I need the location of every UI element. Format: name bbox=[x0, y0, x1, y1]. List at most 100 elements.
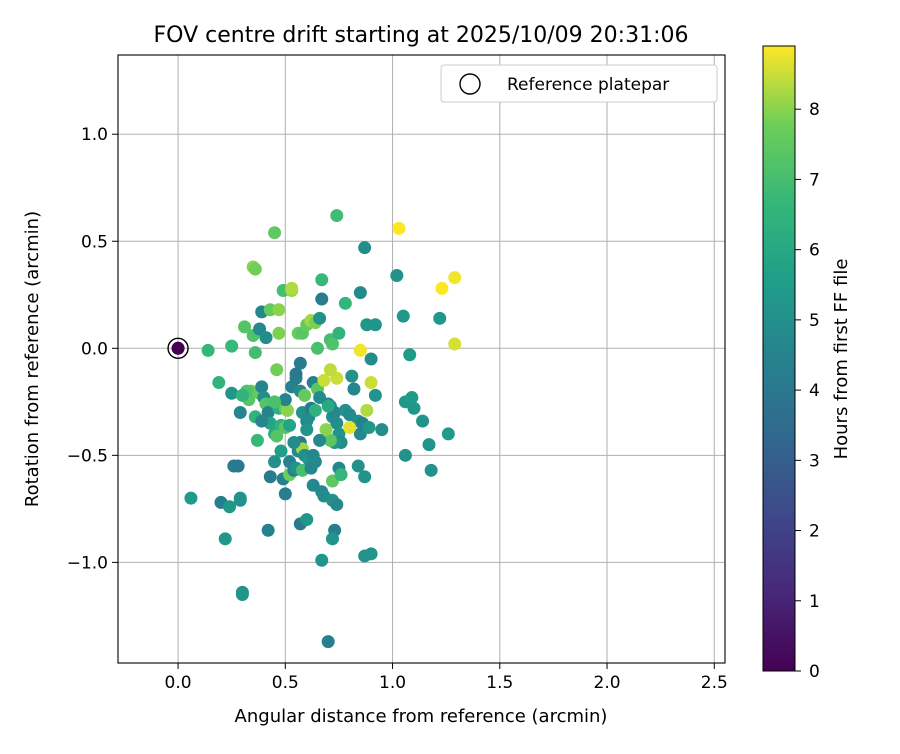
x-tick-label: 2.0 bbox=[594, 673, 621, 693]
data-point bbox=[325, 337, 339, 351]
data-point bbox=[274, 444, 288, 458]
data-point bbox=[310, 341, 324, 355]
data-point bbox=[233, 406, 247, 420]
colorbar-tick-label: 5 bbox=[809, 311, 820, 331]
data-point bbox=[263, 470, 277, 484]
legend: Reference platepar bbox=[440, 64, 718, 103]
data-point bbox=[268, 395, 282, 409]
colorbar-gradient bbox=[762, 45, 796, 672]
data-point bbox=[231, 459, 245, 473]
data-point bbox=[368, 388, 382, 402]
chart-title: FOV centre drift starting at 2025/10/09 … bbox=[154, 23, 689, 48]
data-point bbox=[358, 470, 372, 484]
data-point bbox=[435, 281, 449, 295]
y-tick-label: −1.0 bbox=[67, 553, 108, 573]
data-point bbox=[416, 414, 430, 428]
data-point bbox=[334, 468, 348, 482]
plot-frame bbox=[117, 54, 726, 664]
data-point bbox=[250, 433, 264, 447]
colorbar-tick-label: 0 bbox=[809, 662, 820, 682]
data-point bbox=[255, 380, 269, 394]
data-point bbox=[396, 309, 410, 323]
data-point bbox=[330, 498, 344, 512]
data-point bbox=[201, 343, 215, 357]
data-point bbox=[235, 388, 249, 402]
reference-marker bbox=[167, 337, 189, 359]
data-point bbox=[321, 635, 335, 649]
data-point bbox=[390, 269, 404, 283]
data-point bbox=[364, 376, 378, 390]
data-point bbox=[315, 292, 329, 306]
data-point bbox=[338, 296, 352, 310]
data-point bbox=[248, 262, 262, 276]
data-point bbox=[323, 433, 337, 447]
colorbar-tick-label: 7 bbox=[809, 170, 820, 190]
x-tick-label: 1.0 bbox=[379, 673, 406, 693]
data-point bbox=[323, 363, 337, 377]
colorbar-tick-label: 6 bbox=[809, 241, 820, 261]
x-axis-ticks: 0.0 0.5 1.0 1.5 2.0 2.5 bbox=[165, 663, 728, 693]
data-point bbox=[233, 491, 247, 505]
data-point bbox=[368, 318, 382, 332]
data-point bbox=[321, 399, 335, 413]
data-point bbox=[364, 547, 378, 561]
data-point bbox=[272, 326, 286, 340]
data-point bbox=[441, 427, 455, 441]
data-point bbox=[403, 348, 417, 362]
data-point bbox=[347, 382, 361, 396]
data-point bbox=[330, 416, 344, 430]
data-point bbox=[364, 352, 378, 366]
data-point bbox=[362, 421, 376, 435]
data-point bbox=[225, 386, 239, 400]
legend-marker bbox=[459, 73, 481, 95]
legend-entry-reference: Reference platepar bbox=[507, 75, 669, 95]
data-point bbox=[325, 532, 339, 546]
data-point bbox=[398, 448, 412, 462]
data-point bbox=[238, 320, 252, 334]
x-tick-label: 2.5 bbox=[701, 673, 728, 693]
data-point bbox=[261, 523, 275, 537]
colorbar-ticks: 0 1 2 3 4 5 6 7 8 bbox=[795, 100, 820, 682]
x-axis-label: Angular distance from reference (arcmin) bbox=[235, 706, 608, 727]
data-point bbox=[212, 376, 226, 390]
y-tick-label: 1.0 bbox=[81, 125, 108, 145]
data-point bbox=[422, 438, 436, 452]
data-point bbox=[268, 455, 282, 469]
data-point bbox=[360, 403, 374, 417]
data-point bbox=[343, 421, 357, 435]
data-point bbox=[300, 513, 314, 527]
data-point bbox=[353, 286, 367, 300]
colorbar-tick-label: 2 bbox=[809, 522, 820, 542]
data-point bbox=[278, 393, 292, 407]
data-point bbox=[317, 373, 331, 387]
data-point bbox=[283, 418, 297, 432]
colorbar: 0 1 2 3 4 5 6 7 8 Hours from first FF file bbox=[762, 45, 852, 682]
legend-box bbox=[440, 64, 718, 103]
data-point bbox=[184, 491, 198, 505]
data-point bbox=[268, 226, 282, 240]
data-point bbox=[225, 339, 239, 353]
colorbar-tick-label: 8 bbox=[809, 100, 820, 120]
data-point bbox=[235, 587, 249, 601]
grid-lines bbox=[118, 55, 725, 663]
data-point bbox=[223, 500, 237, 514]
colorbar-label: Hours from first FF file bbox=[831, 259, 852, 460]
data-point bbox=[424, 463, 438, 477]
x-tick-label: 0.5 bbox=[272, 673, 299, 693]
y-axis-ticks: −1.0 −0.5 0.0 0.5 1.0 bbox=[67, 125, 118, 573]
data-point bbox=[308, 455, 322, 469]
x-tick-label: 0.0 bbox=[165, 673, 192, 693]
data-point bbox=[270, 363, 284, 377]
data-point bbox=[287, 435, 301, 449]
data-point bbox=[293, 356, 307, 370]
data-point bbox=[319, 423, 333, 437]
data-point bbox=[358, 241, 372, 255]
y-tick-label: −0.5 bbox=[67, 446, 108, 466]
data-point bbox=[255, 414, 269, 428]
data-point bbox=[259, 331, 273, 345]
data-point bbox=[272, 303, 286, 317]
y-tick-label: 0.0 bbox=[81, 339, 108, 359]
reference-point bbox=[171, 341, 185, 355]
colorbar-tick-label: 3 bbox=[809, 451, 820, 471]
data-point bbox=[248, 346, 262, 360]
